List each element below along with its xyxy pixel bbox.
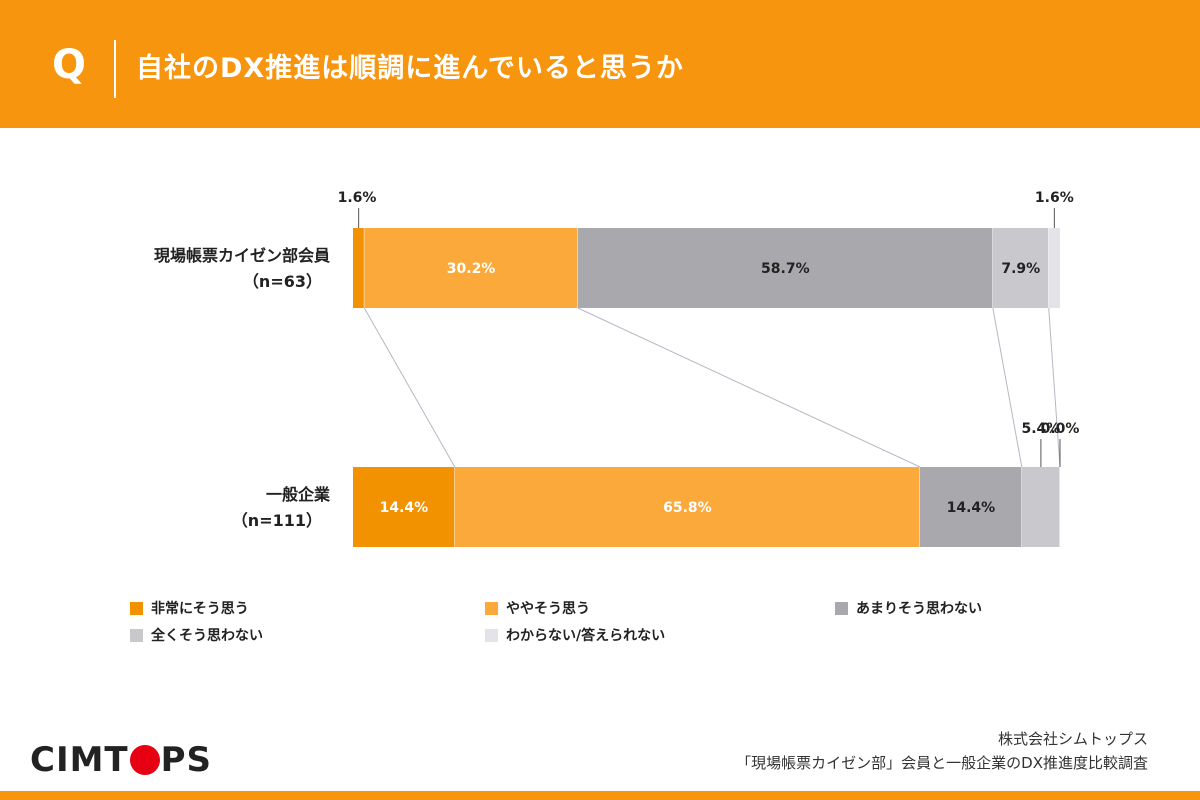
connector-line-4 (1048, 307, 1061, 468)
chart-panel: 現場帳票カイゼン部会員 （n=63） 1.6% 30.2% 58.7% 7.9% 1.6% 一… (0, 128, 1200, 791)
data-label-0-4: 1.6% (1035, 190, 1074, 206)
question-mark: Q (52, 42, 87, 88)
cimtops-logo: CIMT PS (30, 740, 212, 780)
bar-segment-1-2 (920, 467, 1022, 547)
connector-line-2 (577, 307, 921, 468)
legend-label: わからない/答えられない (506, 628, 666, 644)
bar-segment-1-0 (353, 467, 455, 547)
bar-segment-0-3 (992, 228, 1049, 308)
bar-segment-1-1 (454, 467, 921, 547)
data-label-0-3: 7.9% (1001, 261, 1040, 277)
legend-swatch (130, 628, 143, 642)
legend-item: ややそう思う (485, 598, 590, 618)
category-count-0: （n=63） (243, 272, 322, 291)
legend-item: わからない/答えられない (485, 625, 665, 645)
legend-item: 全くそう思わない (130, 625, 263, 645)
data-label-1-0: 14.4% (380, 500, 429, 516)
bar-segment-0-1 (364, 228, 578, 308)
data-label-0-2: 58.7% (761, 261, 810, 277)
header-divider (114, 40, 116, 98)
data-label-1-4: 0.0% (1041, 421, 1080, 437)
legend-label: あまりそう思わない (856, 601, 982, 617)
survey-title: 「現場帳票カイゼン部」会員と一般企業のDX推進度比較調査 (736, 754, 1148, 772)
bar-segment-0-0 (353, 228, 365, 308)
question-text: 自社のDX推進は順調に進んでいると思うか (136, 53, 684, 84)
legend-item: 非常にそう思う (130, 598, 249, 618)
category-label-1: 一般企業 (266, 485, 331, 504)
company-name: 株式会社シムトップス (997, 730, 1148, 748)
header-band: Q 自社のDX推進は順調に進んでいると思うか (0, 0, 1200, 128)
connector-line-1 (363, 307, 456, 468)
logo-text-start: CIMT (30, 740, 129, 780)
connector-line-3 (992, 307, 1023, 468)
data-label-0-0: 1.6% (338, 190, 377, 206)
data-label-0-1: 30.2% (447, 261, 496, 277)
legend-swatch (835, 601, 848, 615)
logo-dot-icon (129, 745, 160, 775)
category-label-0: 現場帳票カイゼン部会員 (154, 246, 330, 265)
legend-swatch (130, 601, 143, 615)
legend-swatch (485, 628, 498, 642)
bar-segment-1-3 (1021, 467, 1060, 547)
legend-swatch (485, 601, 498, 615)
legend-item: あまりそう思わない (835, 598, 982, 618)
bar-segment-0-4 (1048, 228, 1060, 308)
legend-label: 全くそう思わない (151, 628, 263, 644)
data-label-1-3: 5.4% (1021, 421, 1060, 437)
data-label-1-1: 65.8% (663, 500, 712, 516)
legend-label: 非常にそう思う (151, 601, 249, 617)
data-label-1-2: 14.4% (947, 500, 996, 516)
stacked-bar-chart: 現場帳票カイゼン部会員 （n=63） 1.6% 30.2% 58.7% 7.9% 1.6% 一… (154, 190, 1080, 547)
bar-segment-0-2 (577, 228, 993, 308)
category-count-1: （n=111） (232, 511, 322, 530)
legend-label: ややそう思う (506, 601, 590, 617)
logo-text-end: PS (160, 740, 213, 780)
